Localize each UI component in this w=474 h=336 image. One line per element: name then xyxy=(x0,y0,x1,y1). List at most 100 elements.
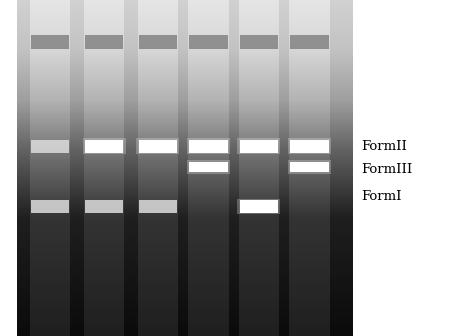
Bar xyxy=(138,259,178,260)
Bar xyxy=(188,17,228,18)
Bar xyxy=(289,24,329,25)
Bar xyxy=(17,100,353,101)
Bar xyxy=(289,335,329,336)
Bar xyxy=(239,216,279,217)
Bar xyxy=(138,214,178,215)
Bar xyxy=(138,127,178,128)
Bar xyxy=(188,312,228,313)
Bar xyxy=(84,10,124,11)
Bar xyxy=(188,325,228,326)
Bar xyxy=(188,329,228,330)
Bar xyxy=(30,154,71,155)
Bar xyxy=(239,171,279,172)
Bar xyxy=(84,43,124,44)
Bar xyxy=(84,303,124,305)
Bar xyxy=(17,273,353,275)
Bar xyxy=(289,217,329,218)
Bar xyxy=(17,135,353,137)
Bar xyxy=(30,305,71,306)
Bar xyxy=(289,169,329,170)
Bar xyxy=(188,176,228,177)
Bar xyxy=(138,262,178,263)
Bar xyxy=(138,287,178,288)
Bar xyxy=(188,309,228,310)
Bar xyxy=(289,144,329,145)
Bar xyxy=(138,74,178,75)
Bar xyxy=(138,132,178,133)
Bar xyxy=(289,167,329,168)
Bar xyxy=(188,252,228,253)
Bar xyxy=(239,298,279,299)
Bar xyxy=(17,43,353,44)
Bar xyxy=(17,202,353,203)
Bar xyxy=(17,335,353,336)
Bar xyxy=(188,145,228,147)
Bar xyxy=(188,264,228,265)
Bar xyxy=(138,238,178,239)
Bar xyxy=(289,81,329,82)
Bar xyxy=(188,91,228,92)
Bar xyxy=(17,51,353,53)
Bar xyxy=(138,301,178,302)
Bar xyxy=(239,20,279,21)
Bar xyxy=(138,223,178,224)
Bar xyxy=(188,38,228,39)
Bar xyxy=(239,292,279,293)
Bar xyxy=(188,54,228,55)
Bar xyxy=(239,175,279,176)
Bar xyxy=(84,297,124,298)
Bar xyxy=(17,260,353,261)
Bar xyxy=(239,114,279,115)
Bar xyxy=(289,115,329,117)
Bar xyxy=(84,262,124,263)
Bar xyxy=(138,245,178,246)
Bar xyxy=(289,117,329,118)
Bar xyxy=(17,85,353,86)
Bar xyxy=(239,242,279,243)
Bar xyxy=(30,176,71,177)
Bar xyxy=(17,58,353,59)
Bar xyxy=(239,252,279,253)
Bar xyxy=(138,80,178,81)
Bar xyxy=(188,78,228,80)
Bar xyxy=(138,174,178,175)
Bar xyxy=(84,178,124,179)
Bar xyxy=(84,21,124,23)
Bar xyxy=(289,327,329,328)
Bar xyxy=(17,179,353,180)
Bar xyxy=(84,316,124,317)
Bar xyxy=(30,249,71,250)
Bar xyxy=(239,327,279,328)
Bar xyxy=(138,161,178,162)
Bar xyxy=(239,26,279,27)
Bar xyxy=(17,261,353,262)
Bar xyxy=(239,279,279,280)
Bar xyxy=(289,246,329,248)
Bar xyxy=(84,150,124,151)
Bar xyxy=(30,221,71,222)
Bar xyxy=(138,105,178,107)
Bar xyxy=(30,180,71,181)
Bar xyxy=(289,37,329,38)
Bar xyxy=(289,204,329,205)
Bar xyxy=(84,28,124,29)
Bar xyxy=(30,243,71,244)
Bar xyxy=(30,255,71,256)
Bar xyxy=(188,135,228,137)
Bar xyxy=(84,232,124,233)
Bar xyxy=(138,229,178,231)
Bar xyxy=(17,75,353,76)
Bar xyxy=(30,166,71,167)
Bar xyxy=(188,242,228,243)
Bar xyxy=(289,148,329,149)
Bar xyxy=(84,333,124,334)
Bar xyxy=(239,222,279,223)
Bar xyxy=(84,90,124,91)
Bar xyxy=(17,77,353,78)
Bar xyxy=(138,156,178,157)
Bar xyxy=(138,322,178,323)
Bar xyxy=(239,159,279,160)
Bar xyxy=(30,1,71,2)
Bar xyxy=(138,312,178,313)
Bar xyxy=(239,148,279,149)
